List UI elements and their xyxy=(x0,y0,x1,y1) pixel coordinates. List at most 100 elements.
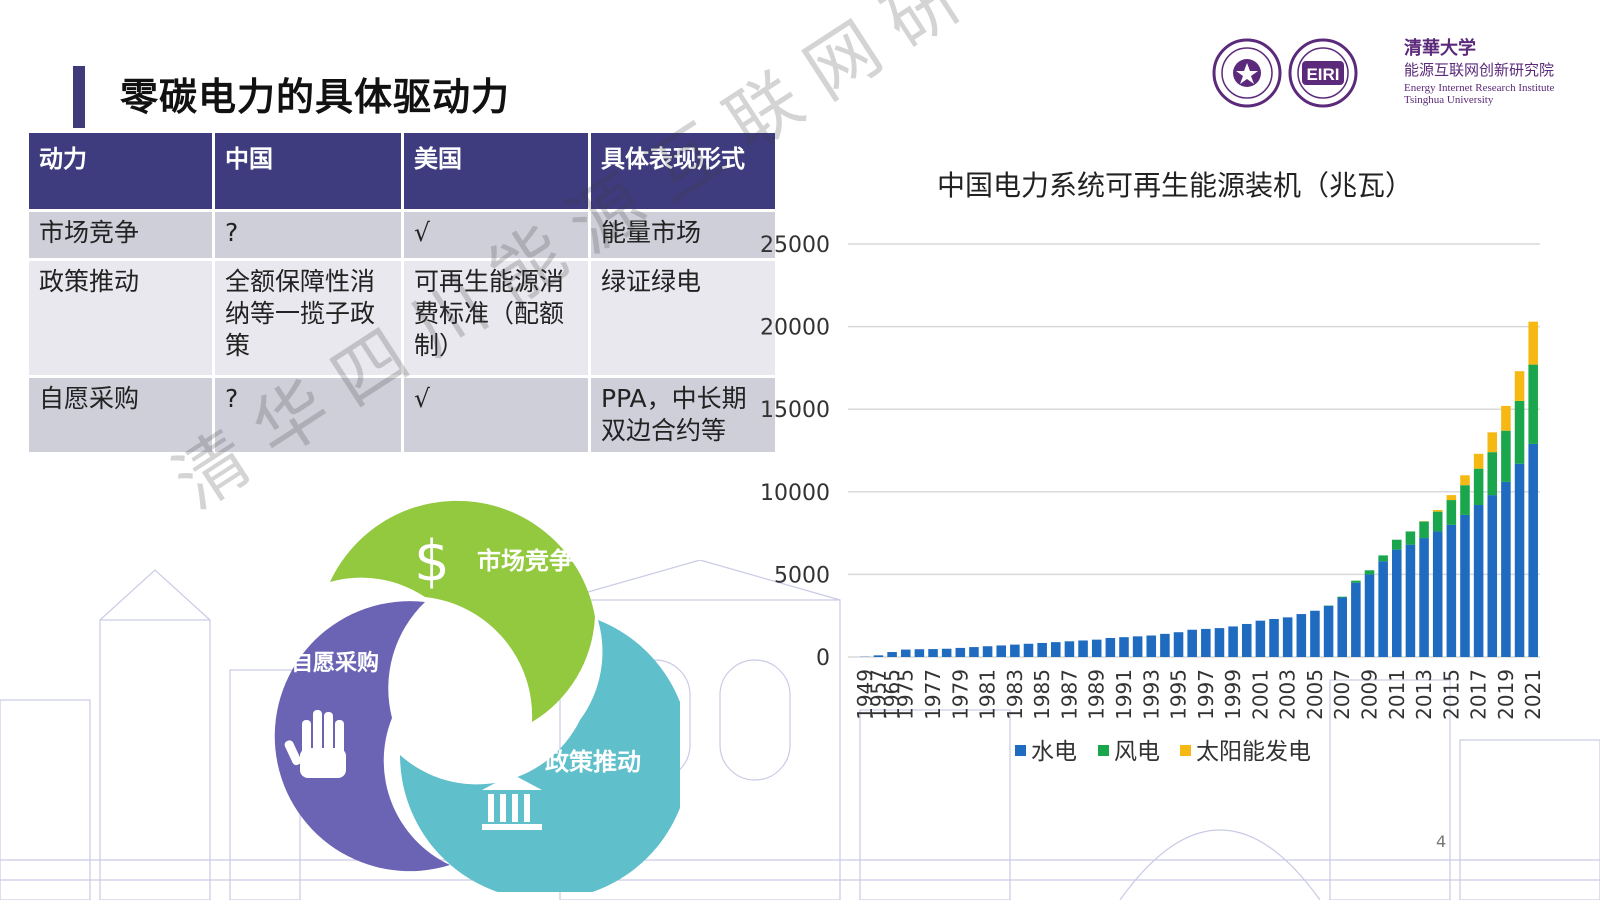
x-tick-label: 1981 xyxy=(976,669,1000,720)
eiri-badge-icon: EIRI xyxy=(1288,38,1358,108)
cell: PPA，中长期双边合约等 xyxy=(591,378,775,452)
cell: 能量市场 xyxy=(591,212,775,258)
legend-label: 风电 xyxy=(1114,739,1160,765)
bar-水电-1999 xyxy=(1228,626,1238,657)
bar-水电-2012 xyxy=(1405,544,1416,657)
bar-水电-1976 xyxy=(914,649,925,657)
bar-水电-2008 xyxy=(1351,582,1361,657)
bar-风电-2009 xyxy=(1364,570,1375,575)
drivers-table: 动力 中国 美国 具体表现形式 市场竞争 ? √ 能量市场 政策推动 全额保障性… xyxy=(26,130,778,455)
x-tick-label: 2007 xyxy=(1330,669,1354,720)
x-tick-label: 1949 xyxy=(853,669,877,720)
y-tick-label: 10000 xyxy=(760,481,830,506)
university-name-en: Tsinghua University xyxy=(1404,94,1494,106)
bar-风电-2021 xyxy=(1528,364,1538,444)
header-usa: 美国 xyxy=(404,133,588,209)
bar-太阳能发电-2014 xyxy=(1432,509,1443,512)
dollar-icon: $ xyxy=(414,529,450,594)
x-tick-label: 1999 xyxy=(1221,669,1245,720)
x-tick-label: 2019 xyxy=(1494,669,1518,720)
x-tick-label: 1977 xyxy=(921,669,945,720)
page-title: 零碳电力的具体驱动力 xyxy=(120,75,511,119)
bar-风电-2013 xyxy=(1419,521,1429,539)
bar-风电-2014 xyxy=(1432,511,1443,532)
bar-风电-2020 xyxy=(1514,400,1525,464)
cycle-label-policy: 政策推动 xyxy=(545,748,641,776)
cycle-segment-market xyxy=(330,500,595,722)
bank-icon xyxy=(482,774,542,830)
bar-风电-2011 xyxy=(1392,539,1402,550)
bar-太阳能发电-2016 xyxy=(1460,475,1470,486)
table-row: 政策推动 全额保障性消纳等一揽子政策 可再生能源消费标准（配额制） 绿证绿电 xyxy=(29,261,775,375)
bar-太阳能发电-2021 xyxy=(1528,321,1538,365)
header-china: 中国 xyxy=(215,133,401,209)
x-tick-label: 2009 xyxy=(1358,669,1382,720)
hand-icon xyxy=(284,710,346,778)
bar-水电-1984 xyxy=(1023,643,1034,657)
renewable-capacity-chart: 中国电力系统可再生能源装机（兆瓦） 0 5000 10000 15000 20000 25… xyxy=(760,169,1545,765)
bar-太阳能发电-2020 xyxy=(1514,371,1525,401)
bar-水电-1957 xyxy=(873,655,884,657)
bar-水电-1985 xyxy=(1037,642,1047,657)
bar-水电-2020 xyxy=(1514,463,1525,657)
cell: ? xyxy=(215,212,401,258)
bar-水电-1988 xyxy=(1078,640,1088,657)
bar-水电-2002 xyxy=(1269,619,1279,657)
x-tick-label: 1965 xyxy=(880,669,904,720)
x-tick-label: 2015 xyxy=(1439,669,1463,720)
bar-水电-2011 xyxy=(1392,549,1402,657)
chart-title: 中国电力系统可再生能源装机（兆瓦） xyxy=(937,169,1413,202)
bar-水电-1989 xyxy=(1091,639,1102,657)
bar-水电-2003 xyxy=(1282,617,1293,657)
x-tick-label: 1997 xyxy=(1194,669,1218,720)
bar-风电-2008 xyxy=(1351,580,1361,583)
bar-水电-2018 xyxy=(1487,495,1498,657)
bar-水电-1991 xyxy=(1119,637,1129,657)
institute-name-en: Energy Internet Research Institute xyxy=(1404,82,1555,94)
bar-水电-1994 xyxy=(1160,633,1170,657)
bar-水电-2001 xyxy=(1255,620,1266,657)
institution-logos: EIRI xyxy=(1212,38,1358,108)
bar-水电-1982 xyxy=(996,645,1006,657)
bar-水电-1996 xyxy=(1187,629,1197,657)
bar-风电-2007 xyxy=(1337,596,1347,598)
cell: 市场竞争 xyxy=(29,212,212,258)
title-accent-bar xyxy=(73,66,85,128)
y-tick-label: 0 xyxy=(816,646,830,671)
bar-水电-2009 xyxy=(1364,574,1375,657)
cycle-label-voluntary: 自愿采购 xyxy=(291,650,379,676)
x-tick-label: 1987 xyxy=(1057,669,1081,720)
bar-水电-1987 xyxy=(1064,641,1075,657)
bar-水电-2007 xyxy=(1337,597,1347,657)
bar-水电-1986 xyxy=(1051,642,1061,657)
institute-name-cn: 能源互联网创新研究院 xyxy=(1404,61,1555,79)
tsinghua-seal-icon xyxy=(1212,38,1282,108)
bar-水电-2013 xyxy=(1419,538,1429,657)
bar-水电-1998 xyxy=(1214,628,1225,657)
x-tick-label: 2001 xyxy=(1248,669,1272,720)
bar-水电-2005 xyxy=(1310,610,1320,657)
bar-水电-2016 xyxy=(1460,514,1470,657)
legend-swatch xyxy=(1015,745,1026,756)
x-tick-label: 1957 xyxy=(866,669,890,720)
bar-水电-2015 xyxy=(1446,524,1457,657)
bar-太阳能发电-2018 xyxy=(1487,432,1498,453)
page-number: 4 xyxy=(1436,832,1447,851)
x-tick-label: 1983 xyxy=(1003,669,1027,720)
legend-swatch xyxy=(1098,745,1109,756)
cell: 可再生能源消费标准（配额制） xyxy=(404,261,588,375)
bar-风电-2015 xyxy=(1446,500,1457,525)
bar-水电-2017 xyxy=(1473,505,1484,657)
bar-水电-1995 xyxy=(1173,632,1184,657)
bar-水电-1975 xyxy=(900,649,911,657)
bar-水电-1978 xyxy=(941,648,952,657)
x-tick-label: 2013 xyxy=(1412,669,1436,720)
legend-label: 太阳能发电 xyxy=(1196,739,1311,765)
bar-水电-1990 xyxy=(1105,638,1116,657)
campus-sketch-background xyxy=(0,560,1600,900)
university-calligraphy: 清華大学 xyxy=(1404,38,1476,59)
bar-风电-2019 xyxy=(1501,430,1511,482)
bar-水电-1980 xyxy=(969,647,979,657)
bar-水电-1979 xyxy=(955,647,966,657)
x-tick-label: 1995 xyxy=(1167,669,1191,720)
